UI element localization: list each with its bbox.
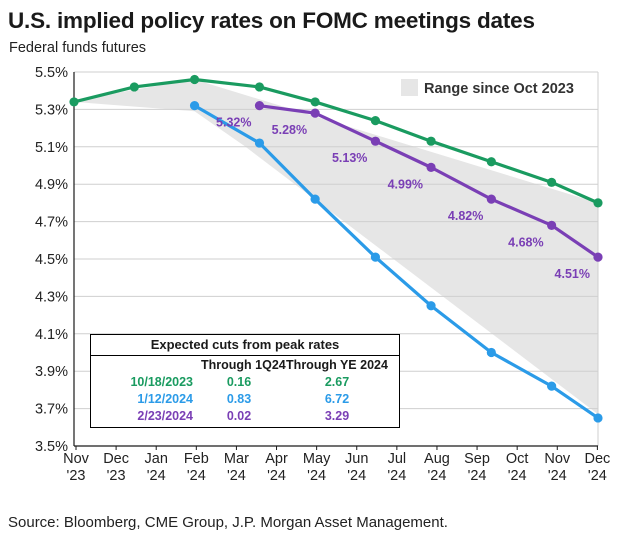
data-point: [547, 177, 557, 187]
x-tick-label-month: Jun: [345, 451, 368, 467]
cuts-row-q1: 0.16: [226, 375, 252, 389]
y-tick-label: 5.5%: [35, 65, 68, 81]
data-label: 4.99%: [388, 177, 423, 191]
y-tick-label: 3.7%: [35, 402, 68, 418]
data-point: [426, 162, 436, 172]
y-tick-label: 4.1%: [35, 327, 68, 343]
data-point: [547, 381, 557, 391]
cuts-row-ye: 3.29: [324, 409, 350, 423]
cuts-table: Expected cuts from peak rates Through 1Q…: [90, 334, 400, 428]
data-label: 4.68%: [508, 235, 543, 249]
data-point: [254, 101, 265, 111]
x-tick-label-year: '24: [267, 468, 286, 484]
x-tick-label-year: '24: [307, 468, 326, 484]
cuts-row-date: 10/18/2023: [130, 375, 193, 389]
data-label: 5.28%: [272, 123, 307, 137]
data-point: [593, 252, 603, 262]
data-point: [189, 101, 200, 111]
source-note: Source: Bloomberg, CME Group, J.P. Morga…: [8, 514, 448, 531]
legend-swatch: [401, 79, 418, 96]
range-band: [74, 79, 598, 415]
cuts-row-2: 1/12/2024 0.83 6.72: [91, 390, 399, 407]
cuts-row-q1: 0.02: [226, 409, 252, 423]
data-point: [547, 220, 557, 230]
x-tick-label-month: Dec: [584, 451, 610, 467]
data-label: 5.13%: [332, 151, 367, 165]
data-point: [310, 97, 320, 107]
data-label: 5.32%: [216, 116, 251, 130]
data-point: [426, 136, 436, 146]
data-point: [426, 301, 436, 311]
cuts-table-header: Through 1Q24 Through YE 2024: [91, 356, 399, 373]
x-tick-label-month: May: [303, 451, 331, 467]
cuts-header-q1: Through 1Q24: [201, 358, 286, 372]
rates-chart: 3.5% 3.7% 3.9% 4.1% 4.3% 4.5% 4.7% 4.9% 5.1% 5.3%…: [35, 65, 610, 484]
cuts-row-date: 1/12/2024: [137, 392, 193, 406]
data-point: [486, 347, 496, 358]
y-tick-label: 4.9%: [35, 177, 68, 193]
legend-label: Range since Oct 2023: [424, 81, 574, 97]
chart-subtitle: Federal funds futures: [9, 40, 147, 56]
x-tick-label-month: Mar: [224, 451, 249, 467]
data-point: [486, 194, 496, 204]
y-tick-label: 4.3%: [35, 289, 68, 305]
cuts-row-q1: 0.83: [226, 392, 252, 406]
chart-title: U.S. implied policy rates on FOMC meetin…: [8, 8, 535, 33]
cuts-row-date: 2/23/2024: [137, 409, 193, 423]
x-tick-label-month: Oct: [506, 451, 529, 467]
y-tick-label: 5.1%: [35, 140, 68, 156]
x-tick-label-year: '24: [588, 468, 607, 484]
data-point: [189, 74, 200, 85]
data-label: 4.51%: [555, 267, 590, 281]
cuts-row-ye: 6.72: [324, 392, 350, 406]
x-tick-label-month: Feb: [184, 451, 209, 467]
x-tick-label-year: '23: [67, 468, 86, 484]
cuts-row-1: 10/18/2023 0.16 2.67: [91, 373, 399, 390]
data-point: [593, 413, 603, 423]
x-tick-label-year: '23: [107, 468, 126, 484]
data-point: [486, 157, 496, 167]
data-point: [593, 198, 603, 208]
y-tick-label: 5.3%: [35, 102, 68, 118]
series-line: [73, 77, 599, 205]
x-tick-label-year: '24: [347, 468, 366, 484]
x-tick-label-month: Jul: [388, 451, 407, 467]
x-tick-label-year: '24: [548, 468, 567, 484]
data-point: [310, 194, 320, 204]
x-tick-label-month: Apr: [265, 451, 288, 467]
data-point: [129, 82, 139, 92]
x-tick-label-month: Nov: [544, 451, 571, 467]
x-tick-label-year: '24: [428, 468, 447, 484]
x-tick-label-year: '24: [387, 468, 406, 484]
series-line: [193, 104, 599, 420]
x-tick-label-year: '24: [187, 468, 206, 484]
data-point: [370, 252, 381, 262]
data-point: [310, 108, 320, 118]
y-tick-label: 3.5%: [35, 439, 68, 455]
cuts-header-ye: Through YE 2024: [286, 358, 388, 372]
x-tick-label-year: '24: [508, 468, 527, 484]
y-tick-label: 4.7%: [35, 215, 68, 231]
data-label: 4.82%: [448, 209, 483, 223]
x-tick-label-year: '24: [227, 468, 246, 484]
x-tick-label-month: Sep: [464, 451, 490, 467]
data-point: [69, 97, 79, 107]
cuts-row-ye: 2.67: [324, 375, 350, 389]
cuts-row-3: 2/23/2024 0.02 3.29: [91, 407, 399, 424]
cuts-table-title: Expected cuts from peak rates: [91, 335, 399, 356]
data-point: [254, 138, 265, 148]
y-tick-label: 4.5%: [35, 252, 68, 268]
y-tick-label: 3.9%: [35, 364, 68, 380]
x-tick-label-month: Dec: [103, 451, 129, 467]
data-point: [370, 136, 381, 146]
x-tick-label-year: '24: [468, 468, 487, 484]
data-point: [370, 116, 381, 126]
x-tick-label-month: Nov: [63, 451, 90, 467]
data-point: [254, 82, 265, 92]
x-tick-label-year: '24: [147, 468, 166, 484]
x-tick-label-month: Aug: [424, 451, 450, 467]
x-tick-label-month: Jan: [145, 451, 168, 467]
